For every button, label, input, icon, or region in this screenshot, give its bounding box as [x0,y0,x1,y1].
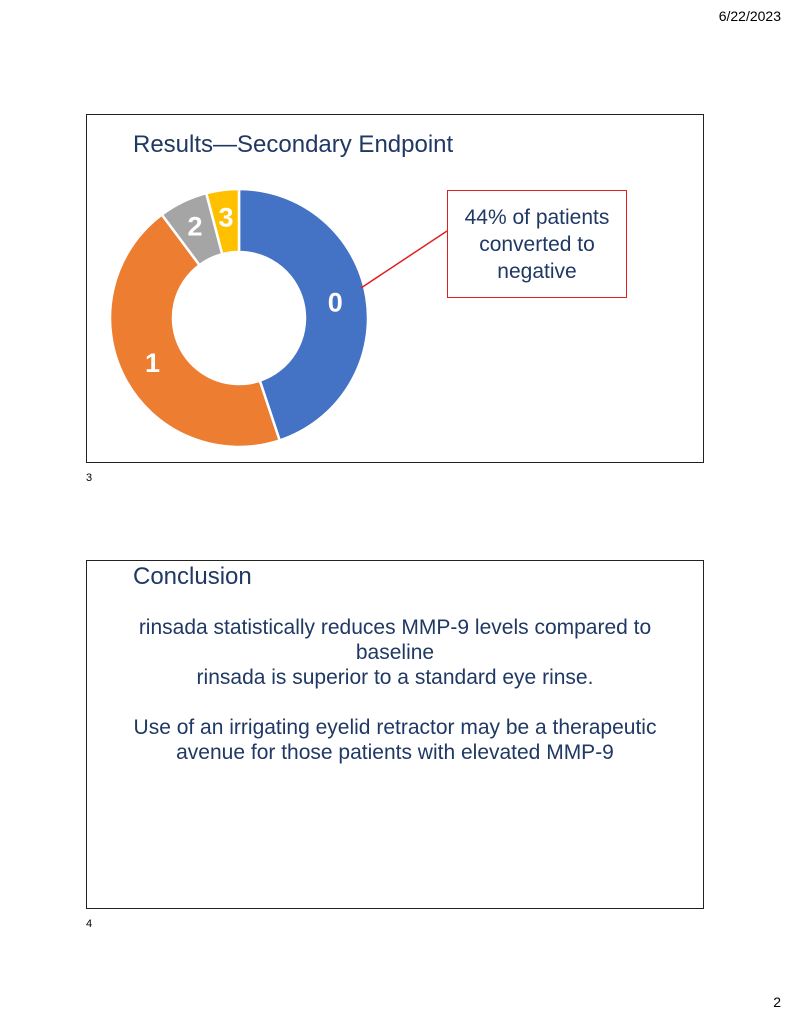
conclusion-paragraph: rinsada is superior to a standard eye ri… [196,666,594,689]
donut-data-label: 0 [328,287,343,317]
slide-number: 4 [86,918,93,930]
page-number: 2 [773,994,781,1010]
donut-chart: 0 1 2 3 [108,187,448,449]
donut-data-label: 3 [219,202,234,232]
slide-body: rinsada statistically reduces MMP-9 leve… [87,615,703,765]
header-date: 6/22/2023 [718,8,781,24]
callout-box: 44% of patients converted to negative [447,190,627,298]
donut-slice-0 [237,187,370,443]
slide-number: 3 [86,472,93,484]
conclusion-paragraph: Use of an irrigating eyelid retractor ma… [133,716,657,764]
donut-data-label: 2 [187,212,202,242]
donut-data-label: 1 [145,348,160,378]
callout-connector-line [360,230,448,289]
donut-slice-1 [108,212,282,449]
slide-title: Conclusion [133,563,252,590]
conclusion-paragraph: rinsada statistically reduces MMP-9 leve… [138,616,652,664]
slide-title: Results—Secondary Endpoint [133,131,454,158]
donut-slice-3 [204,187,241,256]
slide-conclusion: Conclusion rinsada statistically reduces… [86,560,704,909]
